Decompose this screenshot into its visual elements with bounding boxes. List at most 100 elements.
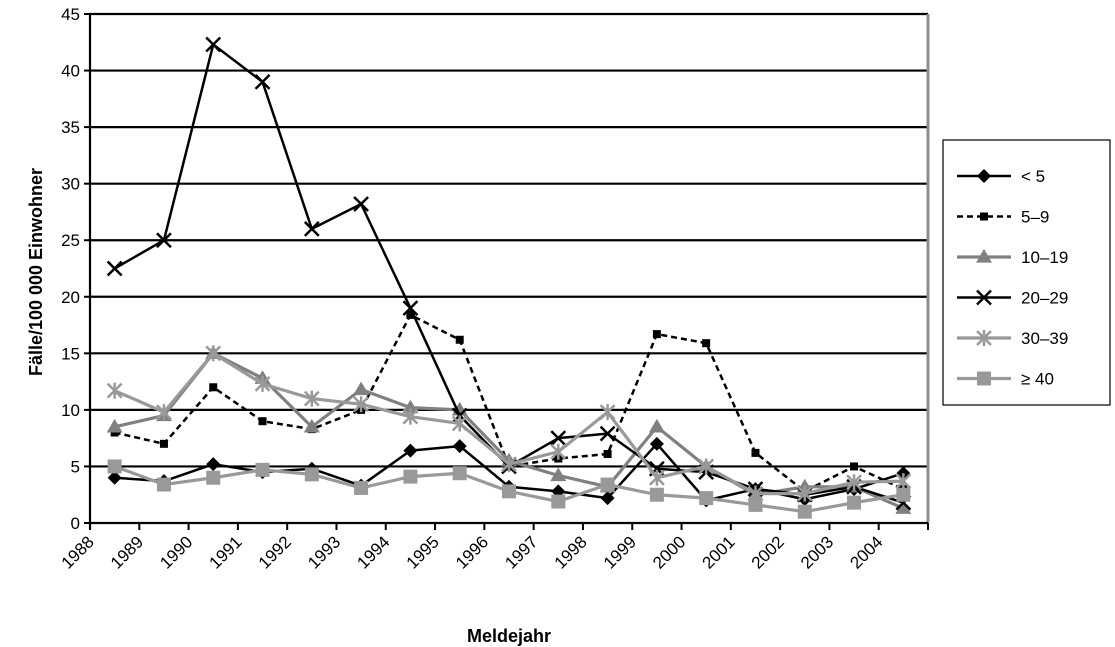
series-line-3 — [106, 36, 912, 511]
data-point — [205, 345, 222, 362]
legend-item: 10–19 — [957, 248, 1068, 267]
y-tick-label: 0 — [71, 514, 80, 533]
data-point — [452, 466, 467, 481]
data-point — [254, 375, 271, 392]
legend-label: < 5 — [1021, 167, 1045, 186]
data-point — [403, 469, 418, 484]
legend-item: < 5 — [957, 167, 1045, 186]
data-point — [258, 417, 267, 426]
y-tick-label: 40 — [61, 62, 80, 81]
x-tick-label: 1999 — [600, 532, 640, 572]
legend-item: ≥ 40 — [957, 370, 1054, 389]
x-tick-label: 1992 — [255, 532, 295, 572]
y-tick-label: 35 — [61, 118, 80, 137]
data-point — [751, 448, 760, 457]
x-tick-label: 2004 — [846, 532, 886, 572]
data-point — [304, 467, 319, 482]
x-tick-label: 1997 — [501, 532, 541, 572]
data-point — [303, 221, 320, 237]
data-point — [451, 415, 468, 432]
y-tick-label: 25 — [61, 231, 80, 250]
legend: < 5 5–9 10–19 20–29 30–39 ≥ 40 — [942, 139, 1111, 406]
legend-box — [942, 139, 1111, 406]
data-point — [353, 396, 370, 413]
legend-item: 20–29 — [957, 289, 1068, 308]
legend-item: 30–39 — [957, 329, 1068, 348]
x-tick-label: 2001 — [698, 532, 738, 572]
x-tick-label: 1991 — [206, 532, 246, 572]
data-point — [303, 418, 320, 433]
data-point — [603, 450, 612, 459]
data-point — [455, 335, 464, 344]
data-point — [648, 418, 665, 433]
data-point — [303, 390, 320, 407]
x-tick-label: 1998 — [551, 532, 591, 572]
data-point — [402, 300, 419, 316]
y-tick-label: 45 — [61, 5, 80, 24]
data-point — [406, 310, 415, 319]
data-point — [206, 470, 221, 485]
y-tick-label: 30 — [61, 175, 80, 194]
x-tick-label: 1994 — [353, 532, 393, 572]
data-point — [551, 494, 566, 509]
gridlines — [90, 12, 928, 468]
y-tick-label: 10 — [61, 401, 80, 420]
data-point — [106, 418, 123, 433]
data-point — [110, 428, 119, 437]
data-point — [600, 477, 615, 492]
data-point — [600, 491, 615, 506]
legend-label: 5–9 — [1021, 208, 1049, 227]
data-point — [353, 381, 370, 396]
data-point — [255, 462, 270, 477]
y-tick-label: 5 — [71, 457, 80, 476]
legend-label: 20–29 — [1021, 289, 1068, 308]
series-path — [114, 313, 904, 493]
data-point — [846, 474, 862, 491]
data-point — [599, 425, 616, 442]
series-path — [114, 351, 904, 496]
data-point — [354, 480, 369, 495]
data-point — [550, 467, 567, 482]
data-point — [403, 443, 418, 458]
data-point — [205, 36, 222, 53]
data-point — [847, 495, 862, 510]
x-tick-label: 1996 — [452, 532, 492, 572]
data-point — [402, 399, 419, 414]
data-point — [402, 408, 419, 425]
legend-item: 5–9 — [957, 208, 1049, 227]
data-point — [648, 469, 665, 486]
data-point-legend — [976, 289, 992, 306]
data-point — [550, 430, 567, 447]
y-tick-label: 15 — [61, 344, 80, 363]
x-tick-label: 2000 — [649, 532, 689, 572]
data-point — [649, 436, 664, 451]
data-point — [106, 260, 123, 277]
data-point — [698, 458, 715, 475]
data-point — [748, 497, 763, 512]
x-tick-label: 1990 — [156, 532, 196, 572]
data-point — [107, 459, 122, 474]
series-line-5 — [107, 459, 911, 519]
y-axis-title: Fälle/100 000 Einwohner — [26, 168, 46, 376]
legend-label: 30–39 — [1021, 329, 1068, 348]
data-point — [353, 196, 370, 212]
x-tick-label: 2003 — [797, 532, 837, 572]
data-point — [159, 439, 168, 448]
data-point — [209, 383, 218, 392]
series-path — [114, 43, 904, 504]
data-point — [850, 462, 859, 471]
data-point — [699, 491, 714, 506]
data-point — [501, 456, 517, 473]
legend-label: ≥ 40 — [1021, 370, 1054, 389]
data-point — [156, 232, 172, 249]
data-point — [896, 487, 911, 502]
data-point — [649, 487, 664, 502]
data-point — [156, 477, 171, 492]
data-point — [599, 404, 616, 421]
x-axis-title: Meldejahr — [467, 626, 551, 646]
data-point — [550, 443, 567, 460]
data-point — [797, 504, 812, 519]
legend-label: 10–19 — [1021, 248, 1068, 267]
data-point-legend — [977, 371, 991, 386]
x-tick-label: 1993 — [304, 532, 344, 572]
